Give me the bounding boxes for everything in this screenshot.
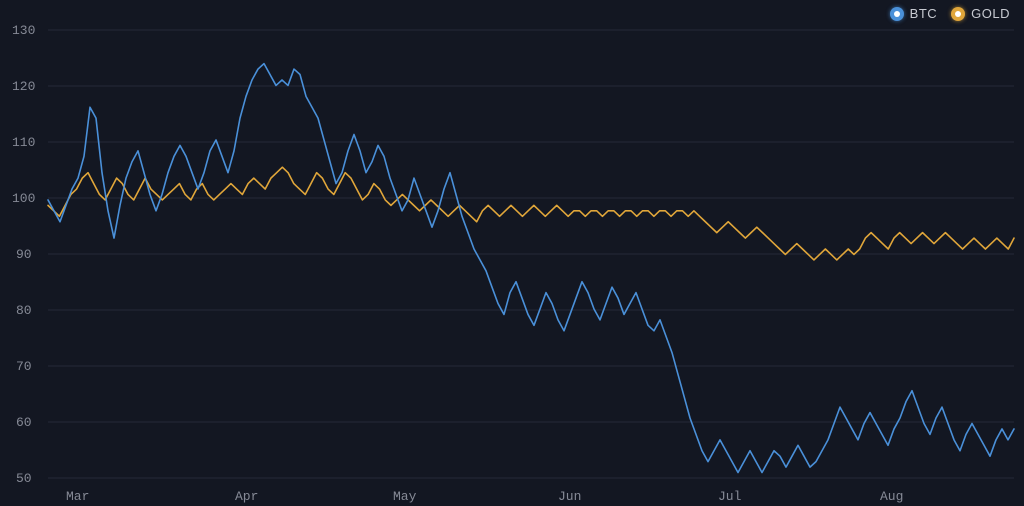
btc-line-series[interactable] (48, 64, 1014, 473)
svg-text:50: 50 (16, 471, 32, 486)
svg-text:130: 130 (12, 23, 35, 38)
svg-text:110: 110 (12, 135, 35, 150)
svg-text:80: 80 (16, 303, 32, 318)
svg-text:100: 100 (12, 191, 35, 206)
svg-text:120: 120 (12, 79, 35, 94)
svg-text:60: 60 (16, 415, 32, 430)
svg-text:90: 90 (16, 247, 32, 262)
svg-text:May: May (393, 489, 417, 504)
svg-text:Apr: Apr (235, 489, 258, 504)
svg-text:Jun: Jun (558, 489, 581, 504)
svg-text:Mar: Mar (66, 489, 89, 504)
y-axis-labels: 130 120 110 100 90 80 70 60 50 (12, 23, 35, 486)
chart-container: BTC GOLD 130 120 110 100 90 80 70 (0, 0, 1024, 506)
gridlines-group (48, 30, 1014, 478)
chart-svg[interactable]: 130 120 110 100 90 80 70 60 50 Mar Apr M… (0, 0, 1024, 506)
x-axis-labels: Mar Apr May Jun Jul Aug (66, 489, 903, 504)
svg-text:70: 70 (16, 359, 32, 374)
gold-line-series[interactable] (48, 167, 1014, 260)
svg-text:Aug: Aug (880, 489, 903, 504)
svg-text:Jul: Jul (718, 489, 742, 504)
